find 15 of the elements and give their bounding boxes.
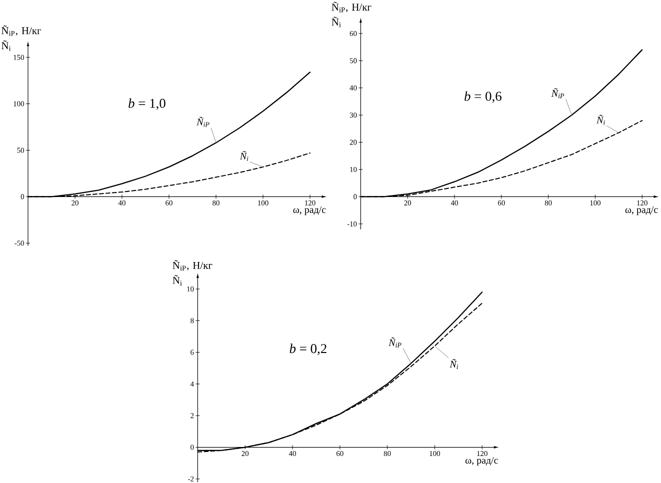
x-axis-title: ω, рад/с xyxy=(465,456,498,466)
series-label: Ñ$_{i}$ xyxy=(596,114,605,125)
x-axis-title: ω, рад/с xyxy=(293,206,326,216)
series-label: Ñ$_{iP}$ xyxy=(551,88,564,98)
x-axis-title: ω, рад/с xyxy=(625,206,658,216)
annotation: b = 0,2 xyxy=(290,344,326,356)
y-axis-title: Ñ$_{iP}$, Н/кг Ñ$_{i}$ xyxy=(2,25,42,51)
series-label: Ñ$_{iP}$ xyxy=(388,337,402,348)
series-label: Ñ$_{i}$ xyxy=(240,150,248,161)
y-axis-title: Ñ$_{iP}$, Н/кг Ñ$_{i}$ xyxy=(332,2,372,28)
series-label: Ñ$_{i}$ xyxy=(450,359,458,369)
series-label: Ñ$_{iP}$ xyxy=(196,116,210,127)
annotation: b = 1,0 xyxy=(128,98,166,110)
annotation: b = 0,6 xyxy=(464,91,502,103)
y-axis-title: Ñ$_{iP}$, Н/кг Ñ$_{i}$ xyxy=(172,260,212,286)
